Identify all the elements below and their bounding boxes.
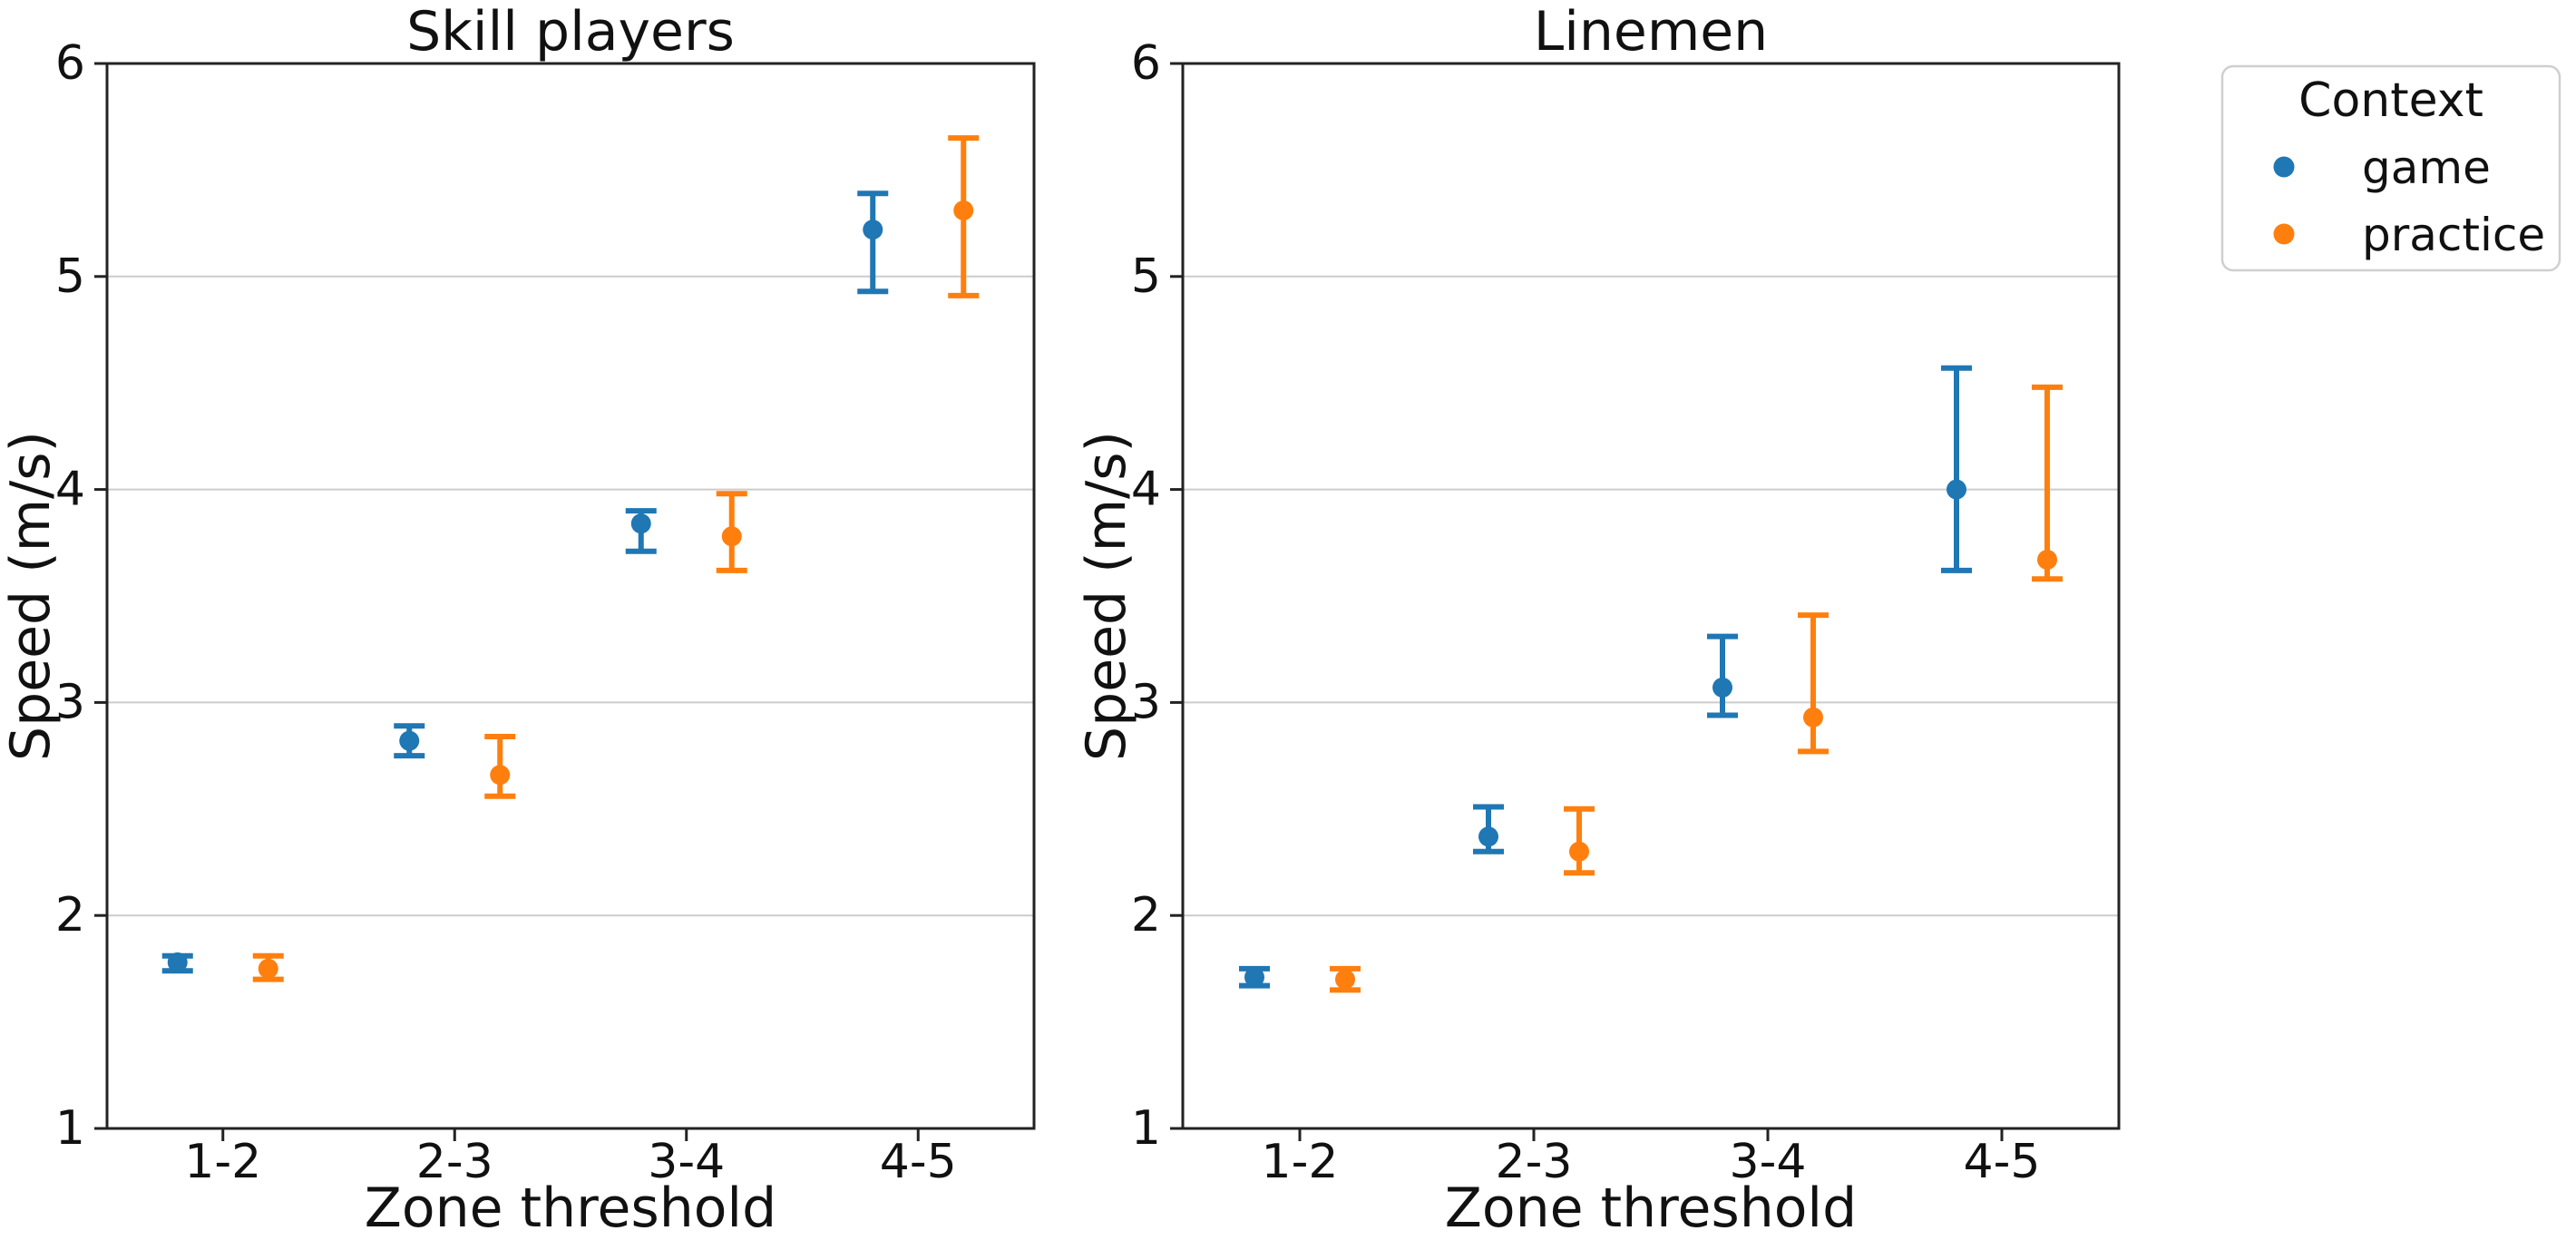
y-tick-label: 4 xyxy=(1131,463,1161,517)
series-game xyxy=(1239,365,1972,989)
legend-box xyxy=(2220,64,2561,272)
errorbar-game-3-4 xyxy=(625,508,657,554)
panel1-xaxis-label: Zone threshold xyxy=(365,1177,776,1240)
point-marker-game xyxy=(630,513,651,534)
x-tick-label: 1-2 xyxy=(1262,1135,1339,1189)
errorbar-practice-3-4 xyxy=(1798,612,1829,755)
y-tick-label: 1 xyxy=(55,1101,85,1156)
point-marker-practice xyxy=(953,200,974,221)
y-tick-label: 6 xyxy=(55,36,85,91)
legend-item-practice: practice xyxy=(2362,209,2545,261)
x-tick-label: 2-3 xyxy=(416,1135,493,1189)
series-game xyxy=(161,190,889,974)
point-marker-practice xyxy=(1803,707,1823,728)
y-tick-label: 4 xyxy=(55,463,85,517)
series-practice xyxy=(252,135,980,982)
panel-1: 1 2 3 4 5 6 1-2 2-3 3-4 4-5 xyxy=(55,36,1036,1189)
x-tick-label: 2-3 xyxy=(1496,1135,1573,1189)
panel-2: 1 2 3 4 5 6 1-2 2-3 3-4 4-5 xyxy=(1131,36,2121,1189)
y-tick-label: 3 xyxy=(1131,675,1161,729)
legend-practice-circle-icon xyxy=(2273,223,2295,245)
errorbar-practice-2-3 xyxy=(484,733,516,799)
errorbar-practice-4-5 xyxy=(2032,384,2063,582)
legend-game-circle-icon xyxy=(2273,156,2295,178)
y-tick-label: 2 xyxy=(1131,888,1161,942)
panel1-title: Skill players xyxy=(406,0,735,63)
point-marker-game xyxy=(399,730,420,751)
errorbar-game-1-2 xyxy=(161,952,193,974)
point-marker-game xyxy=(167,952,188,972)
errorbar-game-4-5 xyxy=(1941,365,1972,573)
errorbar-practice-4-5 xyxy=(948,135,980,298)
y-tick-label: 2 xyxy=(55,888,85,942)
x-tick-label: 1-2 xyxy=(184,1135,261,1189)
point-marker-practice xyxy=(721,526,742,547)
legend-title: Context xyxy=(2298,73,2483,128)
point-marker-practice xyxy=(258,958,278,979)
y-tick-label: 5 xyxy=(1131,249,1161,304)
panel2-title: Linemen xyxy=(1534,0,1768,63)
point-marker-game xyxy=(1478,826,1498,847)
point-marker-practice xyxy=(1569,841,1589,862)
errorbar-game-3-4 xyxy=(1707,633,1738,718)
legend-item-game: game xyxy=(2362,142,2491,194)
errorbar-game-4-5 xyxy=(857,190,889,295)
panel2-yaxis-label: Speed (m/s) xyxy=(1075,431,1138,761)
point-marker-practice xyxy=(1335,969,1355,990)
x-tick-label: 3-4 xyxy=(1730,1135,1807,1189)
errorbar-game-2-3 xyxy=(394,723,425,759)
point-marker-game xyxy=(1712,677,1732,698)
point-marker-game xyxy=(1947,479,1966,500)
errorbar-practice-3-4 xyxy=(716,491,747,573)
axes-frame xyxy=(1181,62,2121,1130)
y-tick-label: 5 xyxy=(55,249,85,304)
point-marker-game xyxy=(863,220,883,240)
errorbar-game-2-3 xyxy=(1473,804,1504,854)
y-tick-label: 1 xyxy=(1131,1101,1161,1156)
axes-frame xyxy=(105,62,1036,1130)
errorbar-practice-1-2 xyxy=(252,952,284,982)
y-tick-label: 6 xyxy=(1131,36,1161,91)
y-tick-label: 3 xyxy=(55,675,85,729)
point-marker-game xyxy=(1244,967,1264,988)
x-tick-label: 4-5 xyxy=(1964,1135,2041,1189)
series-practice xyxy=(1330,384,2063,993)
errorbar-practice-1-2 xyxy=(1330,965,1361,993)
x-tick-label: 3-4 xyxy=(648,1135,725,1189)
point-marker-practice xyxy=(490,765,511,786)
point-marker-practice xyxy=(2037,550,2057,571)
errorbar-practice-2-3 xyxy=(1564,806,1595,876)
legend: Context game practice xyxy=(2220,64,2561,272)
x-tick-label: 4-5 xyxy=(880,1135,957,1189)
panel2-xaxis-label: Zone threshold xyxy=(1445,1177,1857,1240)
panel1-yaxis-label: Speed (m/s) xyxy=(0,431,63,761)
errorbar-game-1-2 xyxy=(1239,965,1270,989)
plot-render-layer: 1 2 3 4 5 6 1-2 2-3 3-4 4-5 1 2 3 4 5 6 1-2 2-3 3-4 4-5 xyxy=(55,36,2121,1189)
